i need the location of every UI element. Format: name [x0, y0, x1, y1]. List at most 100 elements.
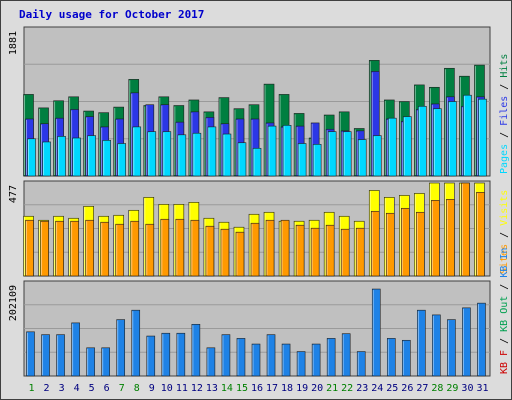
x-tick-label: 24	[371, 383, 383, 394]
panel-traffic: 202109 KB F / KB Out / KB In	[8, 248, 510, 377]
bar	[147, 131, 157, 177]
bar	[55, 220, 64, 277]
bar	[206, 347, 216, 377]
bar	[386, 338, 396, 377]
x-tick-label: 21	[326, 383, 338, 394]
x-tick-label: 25	[386, 383, 398, 394]
bar	[190, 219, 200, 277]
bar	[117, 143, 127, 177]
bar	[205, 225, 215, 277]
x-tick-label: 17	[266, 383, 278, 394]
bar	[403, 116, 412, 177]
x-tick-label: 26	[401, 383, 413, 394]
bar	[281, 343, 291, 377]
bar	[266, 334, 276, 377]
y-max-label: 202109	[8, 285, 19, 321]
x-tick-label: 20	[311, 383, 323, 394]
bar	[312, 144, 322, 177]
legend-separator: /	[499, 78, 510, 96]
x-axis: 1 2 3 4 5 6 7 8 9 10 11 12 13 14 15 16 17 18 19 20 21 22 23 24 2…	[29, 383, 489, 394]
bar	[431, 200, 440, 277]
series-legend: Pages / Files / Hits	[499, 54, 510, 174]
bar	[130, 220, 140, 277]
x-tick-label: 27	[416, 383, 428, 394]
bar	[191, 323, 201, 377]
legend-separator: /	[499, 126, 510, 144]
x-tick-label: 31	[476, 383, 488, 394]
bar	[250, 222, 260, 277]
x-tick-label: 7	[119, 383, 125, 394]
chart-title: Daily usage for October 2017	[19, 8, 204, 21]
bar	[25, 219, 34, 277]
legend-separator: /	[499, 278, 510, 296]
x-tick-label: 12	[191, 383, 203, 394]
bar	[446, 199, 455, 277]
bar	[418, 105, 427, 177]
bar	[207, 126, 217, 177]
bar	[326, 338, 336, 377]
bar	[221, 334, 231, 377]
bar	[237, 142, 247, 177]
bar	[355, 227, 365, 277]
bar	[463, 94, 472, 177]
bar	[71, 322, 80, 377]
bar	[477, 302, 486, 377]
legend-separator: /	[499, 332, 510, 350]
x-tick-label: 29	[446, 383, 458, 394]
bar	[357, 139, 367, 177]
bar	[385, 212, 395, 277]
bar	[340, 228, 350, 277]
bar	[265, 219, 275, 277]
x-tick-label: 6	[104, 383, 110, 394]
bar	[297, 143, 307, 177]
bar	[42, 141, 51, 177]
legend-entry: KB In	[499, 248, 510, 278]
bar	[57, 136, 66, 177]
bar	[371, 288, 381, 377]
bar	[86, 347, 95, 377]
x-tick-label: 16	[251, 383, 263, 394]
y-max-label: 1881	[8, 31, 19, 55]
legend-entry: Pages	[499, 144, 510, 174]
bar	[416, 211, 425, 277]
x-tick-label: 30	[461, 383, 473, 394]
bar	[370, 210, 380, 277]
legend-entry: Visits	[499, 190, 510, 226]
panel-hits: 1881 Pages / Files / Hits	[8, 26, 510, 177]
bar	[327, 131, 337, 177]
x-tick-label: 11	[176, 383, 188, 394]
bar	[26, 331, 35, 377]
bar	[220, 228, 230, 277]
bar	[387, 117, 397, 177]
x-tick-label: 23	[356, 383, 368, 394]
bar	[252, 147, 262, 177]
bar	[236, 338, 246, 377]
bar	[325, 224, 335, 277]
legend-entry: Files	[499, 96, 510, 126]
series-legend: Sites / Visits	[499, 190, 510, 274]
chart-panels: 1881 Pages / Files / Hits 477 Sites / Visit…	[8, 26, 510, 377]
bar	[341, 333, 351, 377]
panel-visits: 477 Sites / Visits	[8, 180, 510, 277]
legend-separator: /	[499, 226, 510, 244]
series-sites	[25, 182, 485, 277]
bar	[72, 137, 81, 177]
bar	[161, 332, 171, 377]
bar	[402, 339, 411, 377]
series-pages	[27, 94, 487, 177]
bar	[448, 101, 457, 177]
x-tick-label: 5	[89, 383, 95, 394]
bar	[478, 98, 487, 177]
bar	[145, 223, 155, 277]
bar	[295, 224, 305, 277]
bar	[417, 309, 426, 377]
x-tick-label: 1	[29, 383, 35, 394]
x-tick-label: 8	[134, 383, 140, 394]
bar	[102, 140, 111, 177]
bar	[101, 347, 110, 377]
legend-entry: KB Out	[499, 296, 510, 332]
bar	[372, 135, 382, 177]
bar	[342, 131, 352, 177]
bar	[251, 343, 261, 377]
x-tick-label: 13	[206, 383, 218, 394]
